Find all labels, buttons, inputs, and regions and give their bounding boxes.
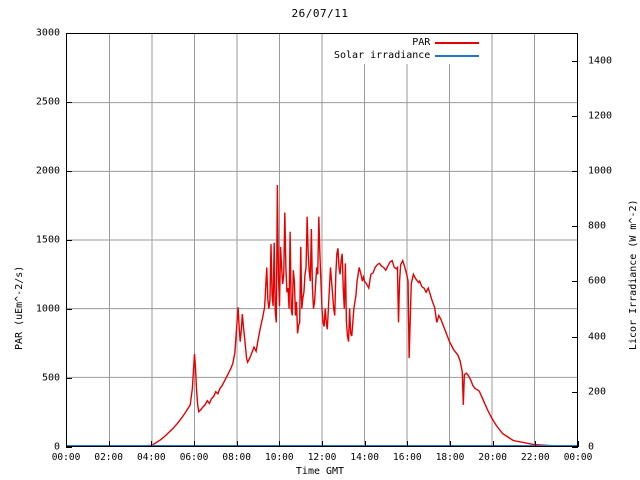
x-tick-label: 14:00	[350, 452, 379, 463]
x-tick-mark	[492, 441, 494, 447]
data-layer	[67, 34, 577, 446]
x-tick-label: 06:00	[179, 452, 209, 463]
y-tick-mark	[66, 240, 72, 241]
y-tick-mark	[66, 309, 72, 310]
y-tick-label: 0	[53, 441, 60, 453]
x-tick-mark	[364, 441, 366, 447]
y2-tick-label: 200	[588, 386, 607, 398]
y2-tick-label: 0	[588, 441, 595, 453]
x-tick-mark	[194, 441, 195, 447]
legend-swatch-solar-irradiance	[435, 54, 480, 57]
x-tick-mark	[151, 441, 153, 447]
legend-item-solar-irradiance: Solar irradiance	[334, 49, 480, 62]
y-tick-mark	[66, 102, 72, 103]
legend-swatch-par	[435, 41, 480, 44]
legend-label-par: PAR	[412, 37, 431, 48]
x-tick-label: 08:00	[222, 452, 251, 463]
x-tick-label: 04:00	[137, 452, 166, 463]
x-tick-mark	[108, 441, 110, 447]
x-tick-mark	[322, 441, 323, 447]
x-tick-mark	[407, 441, 409, 447]
legend-label-solar-irradiance: Solar irradiance	[334, 50, 431, 61]
y-tick-label: 2500	[35, 96, 60, 108]
y2-tick-label: 400	[588, 331, 607, 343]
y2-tick-mark	[572, 171, 578, 172]
y-axis-right-title: Licor Irradiance (W m^-2)	[628, 199, 639, 350]
y-tick-mark	[66, 171, 72, 172]
x-tick-label: 10:00	[265, 452, 294, 463]
y2-tick-label: 1000	[588, 165, 613, 177]
x-tick-label: 16:00	[393, 452, 422, 463]
x-tick-label: 22:00	[521, 452, 550, 463]
x-tick-label: 18:00	[435, 452, 465, 463]
x-tick-mark	[66, 441, 67, 447]
x-tick-label: 02:00	[94, 452, 123, 463]
y-tick-mark	[66, 447, 72, 448]
y2-tick-mark	[572, 226, 578, 228]
y2-tick-mark	[572, 391, 578, 393]
y2-tick-label: 1200	[588, 110, 613, 122]
x-tick-label: 20:00	[478, 452, 507, 463]
y2-tick-mark	[572, 281, 578, 283]
x-tick-label: 12:00	[307, 452, 337, 463]
series-par	[67, 185, 577, 446]
y-tick-mark	[66, 378, 72, 379]
x-tick-mark	[578, 441, 579, 447]
y2-tick-mark	[572, 336, 578, 338]
x-tick-label: 00:00	[51, 452, 81, 463]
y-tick-label: 500	[41, 372, 60, 384]
x-tick-mark	[450, 441, 451, 447]
y2-tick-mark	[572, 60, 578, 62]
legend: PAR Solar irradiance	[330, 34, 484, 64]
y-axis-left-title: PAR (uEm^-2/s)	[14, 265, 25, 350]
y2-tick-label: 800	[588, 220, 607, 232]
x-tick-mark	[279, 441, 281, 447]
legend-item-par: PAR	[334, 36, 480, 49]
plot-area	[66, 33, 578, 447]
y-tick-mark	[66, 33, 72, 34]
x-axis-title: Time GMT	[295, 466, 345, 477]
y-tick-label: 3000	[35, 27, 60, 39]
y2-tick-mark	[572, 115, 578, 117]
chart-title: 26/07/11	[291, 7, 349, 20]
y-tick-label: 1500	[35, 234, 60, 246]
x-tick-mark	[535, 441, 537, 447]
x-tick-label: 00:00	[563, 452, 593, 463]
y2-tick-label: 1400	[588, 55, 613, 67]
y2-tick-mark	[572, 447, 578, 448]
y-tick-label: 2000	[35, 165, 60, 177]
x-tick-mark	[236, 441, 238, 447]
y-tick-label: 1000	[35, 303, 60, 315]
y2-tick-label: 600	[588, 275, 607, 287]
